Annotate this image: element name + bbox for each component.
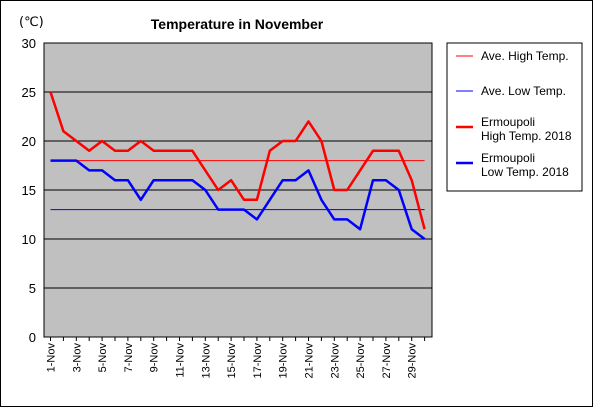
x-tick-label: 13-Nov xyxy=(200,343,212,379)
gridlines xyxy=(44,91,432,289)
legend-label-3: Ermoupoli Low Temp. 2018 xyxy=(481,151,569,179)
x-tick-label: 29-Nov xyxy=(407,343,419,379)
legend-label-0: Ave. High Temp. xyxy=(481,49,569,63)
series-line-2 xyxy=(49,91,426,230)
legend-box xyxy=(446,42,583,192)
y-tick-label: 25 xyxy=(22,85,36,100)
x-tick-label: 15-Nov xyxy=(226,343,238,379)
series-line-3 xyxy=(50,159,426,240)
series-lines xyxy=(49,91,426,240)
x-tick-label: 19-Nov xyxy=(278,343,290,379)
x-tick-label: 5-Nov xyxy=(97,343,109,373)
x-tick-label: 1-Nov xyxy=(46,343,58,373)
x-axis-ticks: 1-Nov 3-Nov 5-Nov 7-Nov 9-Nov 11-Nov 13-Nov 15-… xyxy=(46,337,426,379)
x-tick-label: 7-Nov xyxy=(123,343,135,373)
x-tick-label: 25-Nov xyxy=(355,343,367,379)
chart-title: Temperature in November xyxy=(151,16,324,32)
y-tick-label: 10 xyxy=(22,232,36,247)
x-tick-label: 9-Nov xyxy=(149,343,161,373)
x-tick-label: 11-Nov xyxy=(175,343,187,378)
y-axis-ticks: 0 5 10 15 20 25 30 xyxy=(22,36,36,345)
y-tick-label: 5 xyxy=(29,281,36,296)
y-tick-label: 20 xyxy=(22,134,36,149)
y-tick-label: 15 xyxy=(22,183,36,198)
x-tick-label: 3-Nov xyxy=(71,343,83,373)
x-tick-label: 21-Nov xyxy=(304,343,316,379)
y-tick-label: 0 xyxy=(29,330,36,345)
legend-label-2: Ermoupoli High Temp. 2018 xyxy=(481,115,572,143)
x-tick-label: 17-Nov xyxy=(252,343,264,379)
x-tick-label: 23-Nov xyxy=(329,343,341,379)
x-tick-label: 27-Nov xyxy=(381,343,393,379)
legend: Ave. High Temp. Ave. Low Temp. Ermoupoli Hi… xyxy=(456,49,572,179)
unit-label: (℃) xyxy=(19,15,44,30)
legend-label-1: Ave. Low Temp. xyxy=(481,84,566,98)
y-tick-label: 30 xyxy=(22,36,36,51)
